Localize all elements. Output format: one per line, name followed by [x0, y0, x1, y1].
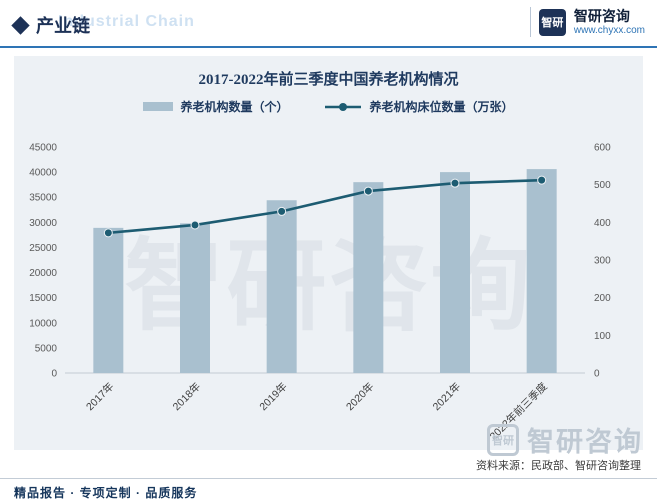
chart-legend: 养老机构数量（个） 养老机构床位数量（万张） [14, 98, 643, 115]
line-series [108, 178, 542, 235]
left-axis-tick: 10000 [29, 318, 57, 329]
chart-title: 2017-2022年前三季度中国养老机构情况 [198, 72, 459, 88]
legend-label-bar: 养老机构数量（个） [180, 100, 289, 114]
footer-divider [0, 478, 657, 479]
left-axis-tick: 5000 [35, 343, 58, 354]
bar [353, 182, 384, 373]
x-axis-label: 2018年 [170, 380, 203, 413]
legend-label-line: 养老机构床位数量（万张） [369, 100, 514, 114]
website-link[interactable]: www.chyxx.com [573, 25, 645, 37]
legend-item-line-series[interactable]: 养老机构床位数量（万张） [323, 98, 514, 115]
legend-item-bar-series[interactable]: 养老机构数量（个） [143, 98, 289, 115]
x-axis-label: 2017年 [83, 380, 116, 413]
combo-chart: 0500010000150002000025000300003500040000… [29, 143, 611, 443]
bar [180, 223, 210, 373]
right-axis-tick: 500 [594, 180, 611, 191]
right-axis-tick: 200 [594, 293, 611, 304]
right-axis-tick: 100 [594, 331, 611, 342]
diamond-icon [11, 15, 30, 35]
bar-swatch-icon [143, 102, 174, 111]
bar [93, 227, 124, 373]
watermark-text: 智研咨询 [527, 427, 643, 457]
header-watermark-text: Industrial Chain [58, 13, 195, 30]
left-axis-tick: 20000 [29, 268, 57, 279]
header-left: 产业链 [11, 12, 90, 38]
footer-slogan: 精品报告 · 专项定制 · 品质服务 [14, 486, 198, 500]
line-marker [537, 175, 547, 185]
left-axis-tick: 25000 [29, 243, 57, 254]
header-divider [0, 46, 657, 48]
line-marker [450, 178, 460, 188]
line-swatch-icon [324, 102, 361, 111]
watermark-logo-icon: 智研 [487, 423, 519, 456]
right-axis-tick: 600 [594, 143, 611, 154]
bar [526, 169, 557, 373]
header-brand-block: 智研 智研咨询 www.chyxx.com [529, 7, 645, 37]
line-marker [190, 220, 200, 230]
bar [266, 200, 297, 373]
vertical-divider [529, 7, 531, 37]
x-axis-label: 2021年 [430, 380, 463, 413]
right-axis-tick: 400 [594, 218, 611, 229]
left-axis-tick: 45000 [29, 143, 57, 154]
chart-panel: 智研咨询 2017-2022年前三季度中国养老机构情况 养老机构数量（个） 养老… [14, 56, 643, 450]
line-marker [103, 228, 113, 238]
line-marker [363, 186, 373, 196]
right-axis-tick: 300 [594, 256, 611, 267]
bar [440, 172, 470, 373]
left-axis-tick: 35000 [29, 193, 57, 204]
x-axis-label: 2019年 [257, 380, 290, 413]
bottom-watermark: 智研 智研咨询 [487, 420, 643, 459]
brand-logo-icon[interactable]: 智研 [538, 8, 566, 36]
left-axis-tick: 15000 [29, 293, 57, 304]
line-marker [277, 206, 287, 216]
right-axis-tick: 0 [594, 369, 600, 380]
left-axis-tick: 40000 [29, 168, 57, 179]
header: Industrial Chain 产业链 智研 智研咨询 www.chyxx.c… [0, 0, 657, 46]
x-axis-label: 2020年 [343, 380, 376, 413]
left-axis-tick: 0 [51, 369, 57, 380]
left-axis-tick: 30000 [29, 218, 57, 229]
page-title: 产业链 [36, 16, 90, 36]
source-note: 资料来源：民政部、智研咨询整理 [476, 460, 641, 472]
brand-name: 智研咨询 [573, 7, 630, 24]
